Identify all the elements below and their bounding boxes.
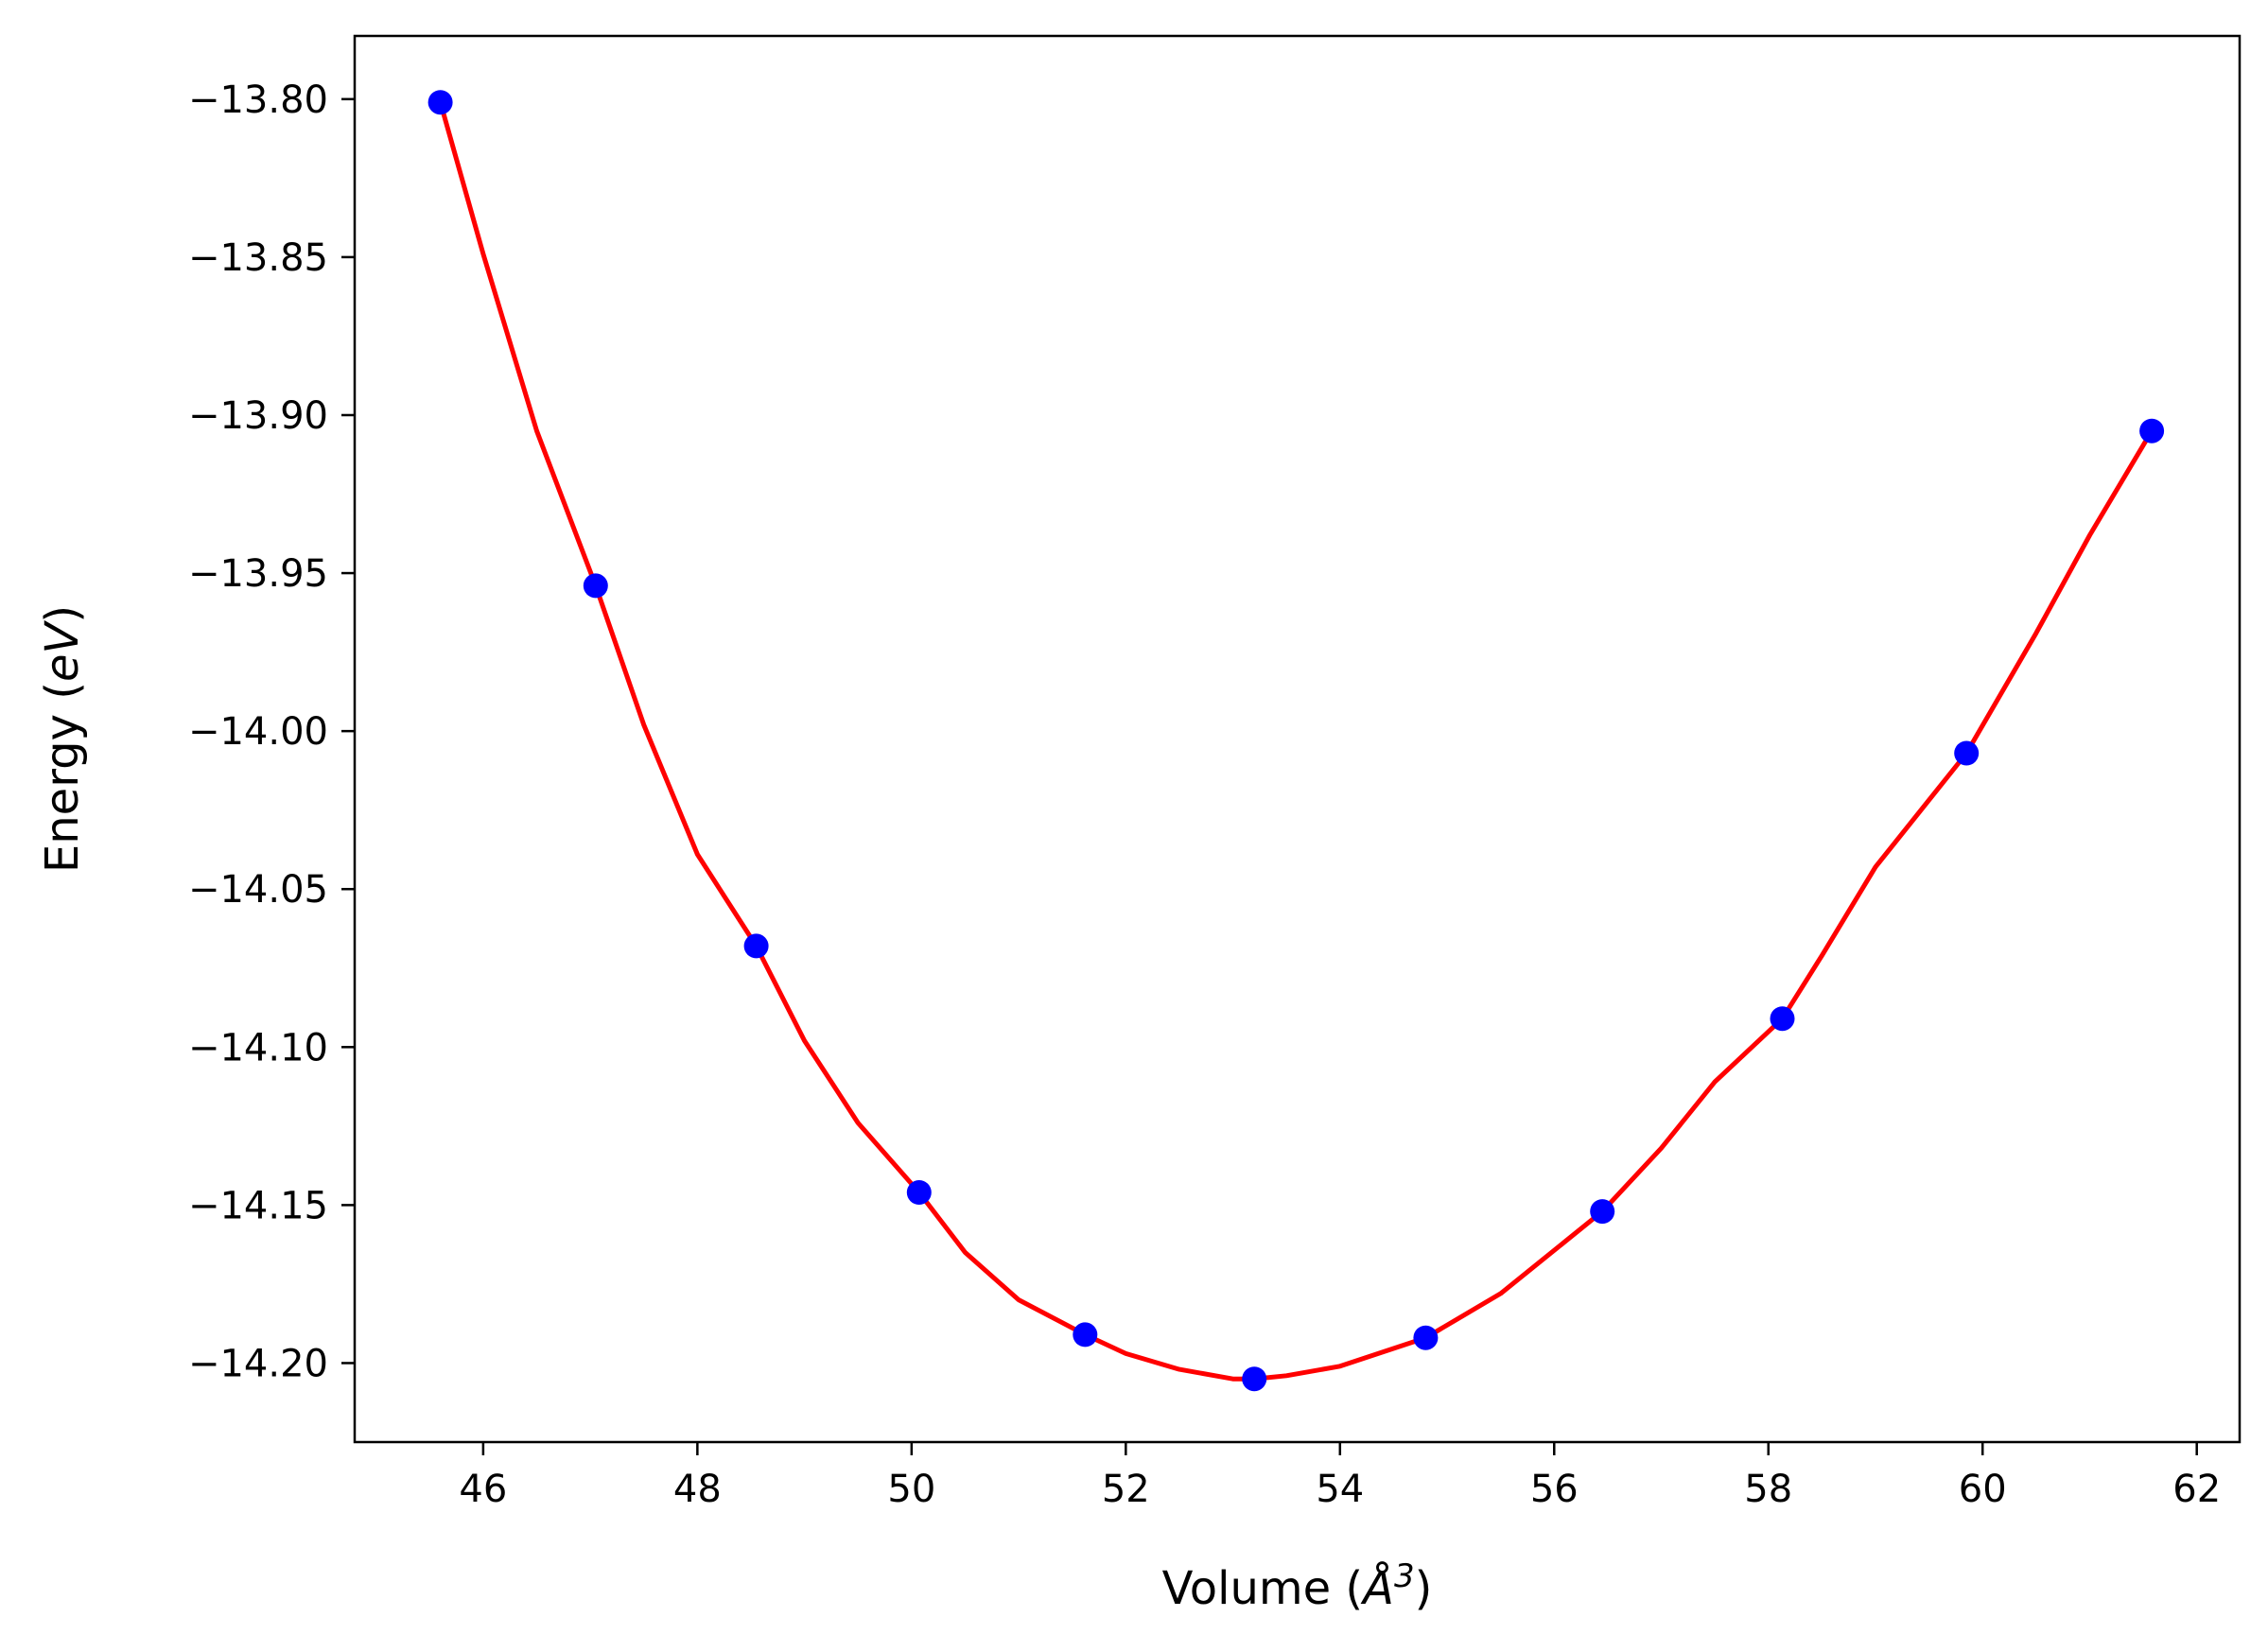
data-point [1954,740,1980,766]
y-tick-label: −13.80 [188,78,328,122]
x-axis-label-exponent: 3 [1394,1557,1415,1595]
y-tick-label: −13.85 [188,236,328,280]
x-axis-label-unit: Å [1360,1561,1394,1615]
fit-curve-layer [438,101,2155,1382]
data-point [1590,1199,1615,1225]
data-point [743,933,769,959]
x-tick-label: 48 [673,1468,722,1511]
x-axis-label-suffix: ) [1415,1562,1433,1615]
y-tick-label: −14.20 [188,1342,328,1385]
y-tick-label: −14.00 [188,710,328,754]
x-tick-label: 62 [2172,1468,2221,1511]
x-tick-label: 46 [459,1468,507,1511]
y-axis-label: Energy (eV) [36,605,89,873]
x-axis-label-prefix: Volume ( [1162,1562,1364,1615]
data-point [1073,1322,1098,1348]
data-point [906,1180,932,1205]
x-tick-label: 52 [1102,1468,1150,1511]
y-axis-label-prefix: Energy ( [36,682,89,873]
y-axis-label-suffix: ) [36,605,89,623]
data-point [427,90,453,115]
y-axis-ticks: −13.80 −13.85 −13.90 −13.95 −14.00 −14.05 −14.… [188,78,355,1385]
data-point [1770,1006,1795,1032]
data-point [1242,1366,1267,1392]
y-axis-label-unit: eV [36,620,89,683]
x-tick-label: 58 [1744,1468,1792,1511]
x-tick-label: 56 [1530,1468,1579,1511]
y-tick-label: −13.90 [188,394,328,438]
fit-curve-line [438,101,2155,1382]
data-points-layer [427,90,2165,1392]
x-axis-ticks: 46 48 50 52 54 56 58 60 62 [459,1442,2221,1511]
y-tick-label: −14.15 [188,1184,328,1227]
x-tick-label: 60 [1959,1468,2007,1511]
data-point [1413,1325,1439,1350]
y-tick-label: −14.10 [188,1026,328,1069]
x-tick-label: 54 [1316,1468,1364,1511]
plot-area-frame [353,34,2242,1444]
data-point [583,573,608,599]
data-point [2139,418,2165,443]
x-axis-label: Volume (Å3) [1162,1557,1433,1615]
y-tick-label: −13.95 [188,552,328,596]
y-tick-label: −14.05 [188,868,328,912]
x-tick-label: 50 [887,1468,935,1511]
